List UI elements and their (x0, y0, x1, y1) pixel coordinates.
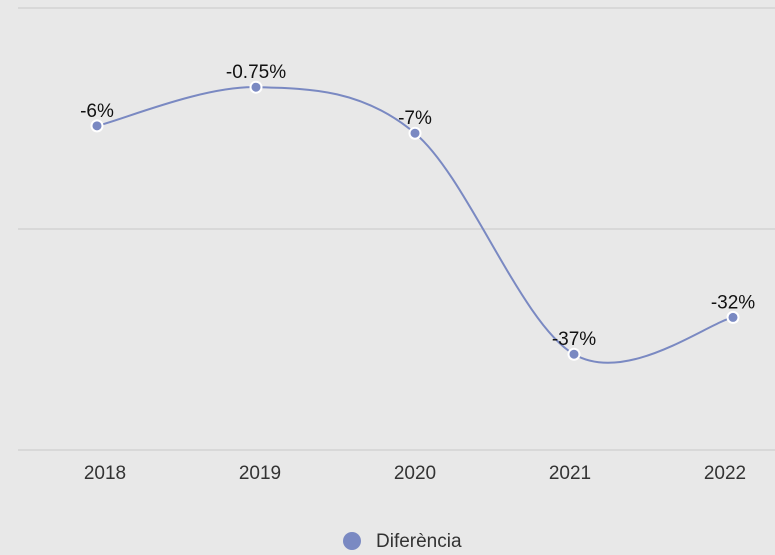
data-label: -37% (552, 329, 596, 350)
data-label: -6% (80, 101, 114, 122)
x-tick-label: 2020 (394, 463, 436, 484)
x-tick-label: 2021 (549, 463, 591, 484)
point (567, 347, 581, 361)
x-tick-label: 2018 (84, 463, 126, 484)
data-label: -7% (398, 108, 432, 129)
point (90, 119, 104, 133)
legend-marker (343, 532, 361, 550)
x-tick-label: 2022 (704, 463, 746, 484)
legend-label: Diferència (376, 531, 462, 552)
line (96, 86, 734, 364)
data-label: -0.75% (226, 62, 286, 83)
point (249, 80, 263, 94)
point (726, 310, 740, 324)
x-tick-label: 2019 (239, 463, 281, 484)
data-label: -32% (711, 292, 755, 313)
point (408, 126, 422, 140)
